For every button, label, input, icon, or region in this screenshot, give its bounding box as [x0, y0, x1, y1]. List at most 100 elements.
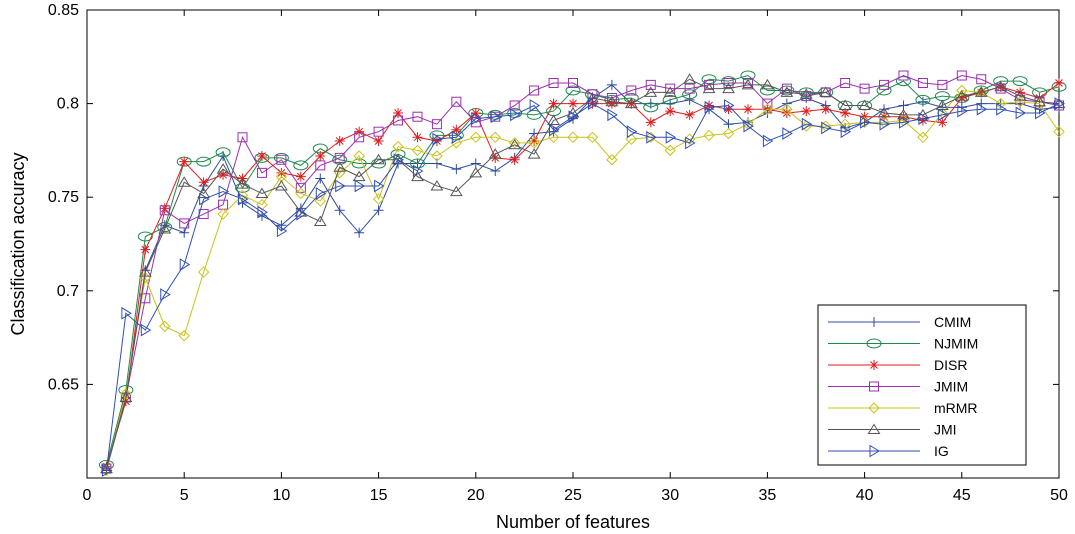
data-point-marker: [140, 244, 151, 255]
data-point-marker: [392, 140, 404, 153]
data-point-marker: [704, 79, 715, 90]
data-point-marker: [781, 83, 792, 94]
data-point-marker: [393, 115, 404, 126]
data-point-marker: [858, 99, 871, 110]
legend-item-mrmr: mRMR: [828, 400, 978, 416]
y-tick-label: 0.85: [48, 2, 79, 19]
data-point-marker: [510, 108, 521, 122]
legend-label: IG: [934, 443, 949, 459]
data-point-marker: [238, 192, 249, 206]
data-point-marker: [528, 137, 540, 149]
data-point-marker: [722, 82, 735, 94]
data-point-marker: [662, 94, 678, 105]
data-point-marker: [683, 73, 697, 84]
data-point-marker: [917, 78, 928, 89]
data-point-marker: [469, 166, 483, 178]
data-point-marker: [587, 97, 599, 110]
data-point-marker: [742, 78, 753, 89]
data-point-marker: [918, 112, 929, 125]
data-point-marker: [645, 131, 657, 144]
data-point-marker: [801, 117, 813, 131]
data-point-marker: [547, 114, 560, 125]
data-point-marker: [567, 131, 579, 144]
data-point-marker: [218, 169, 229, 180]
data-point-marker: [867, 423, 881, 434]
data-point-marker: [605, 95, 619, 107]
data-point-marker: [1035, 106, 1046, 120]
data-point-marker: [624, 97, 638, 109]
data-point-marker: [956, 84, 968, 97]
data-point-marker: [743, 119, 754, 133]
data-point-marker: [898, 111, 909, 122]
y-axis-title: Classification accuracy: [8, 152, 28, 335]
y-tick-label: 0.75: [48, 189, 79, 206]
data-point-marker: [451, 96, 462, 107]
data-point-marker: [869, 360, 879, 370]
data-point-marker: [100, 462, 113, 474]
data-point-marker: [858, 116, 871, 129]
data-point-marker: [996, 102, 1007, 116]
data-point-marker: [685, 136, 696, 150]
y-tick-label: 0.7: [57, 283, 79, 300]
data-point-marker: [565, 85, 581, 96]
data-point-marker: [295, 182, 306, 193]
data-point-marker: [664, 144, 676, 157]
data-point-marker: [138, 266, 152, 277]
data-point-marker: [276, 224, 288, 238]
data-point-marker: [157, 222, 173, 233]
data-point-marker: [721, 76, 737, 87]
data-point-marker: [548, 98, 559, 109]
data-point-marker: [333, 161, 347, 172]
data-point-marker: [898, 115, 910, 129]
data-point-marker: [665, 83, 676, 94]
data-point-marker: [527, 148, 541, 159]
data-point-marker: [509, 100, 520, 111]
data-point-marker: [877, 107, 891, 118]
data-point-marker: [587, 89, 598, 100]
data-point-marker: [179, 218, 190, 229]
data-point-marker: [762, 98, 773, 109]
data-point-marker: [625, 133, 638, 145]
data-point-marker: [351, 158, 367, 169]
data-point-marker: [994, 80, 1008, 92]
data-point-marker: [586, 92, 599, 103]
data-point-marker: [276, 167, 287, 178]
data-point-marker: [160, 288, 171, 301]
legend-item-njmim: NJMIM: [828, 336, 978, 352]
data-point-marker: [937, 108, 949, 122]
data-point-marker: [178, 330, 190, 342]
data-point-marker: [179, 156, 190, 167]
data-point-marker: [119, 391, 133, 403]
series-layer: [98, 70, 1067, 477]
legend-item-disr: DISR: [828, 357, 967, 373]
data-point-marker: [390, 149, 406, 160]
data-point-marker: [215, 147, 231, 158]
data-point-marker: [295, 187, 307, 200]
data-point-marker: [761, 103, 774, 115]
data-point-marker: [819, 86, 833, 97]
data-point-marker: [295, 171, 306, 182]
data-point-marker: [451, 164, 462, 175]
series-njmim: [98, 70, 1067, 470]
data-point-marker: [490, 110, 502, 124]
data-point-marker: [121, 306, 132, 320]
data-point-marker: [430, 180, 444, 191]
data-point-marker: [547, 131, 560, 144]
data-point-marker: [759, 85, 775, 96]
y-axis: 0.65 0.7 0.75 0.8 0.85: [48, 2, 1059, 393]
data-point-marker: [644, 86, 658, 97]
data-point-marker: [643, 102, 659, 113]
data-point-marker: [158, 223, 172, 234]
data-point-marker: [780, 86, 794, 97]
data-point-marker: [431, 150, 443, 162]
data-point-marker: [742, 104, 753, 115]
data-point-marker: [1054, 78, 1064, 89]
data-point-marker: [353, 150, 365, 162]
data-point-marker: [1015, 106, 1027, 120]
data-point-marker: [372, 153, 385, 165]
data-point-marker: [702, 82, 716, 94]
data-point-marker: [799, 88, 813, 99]
data-point-marker: [741, 78, 755, 90]
legend-label: CMIM: [934, 314, 971, 330]
